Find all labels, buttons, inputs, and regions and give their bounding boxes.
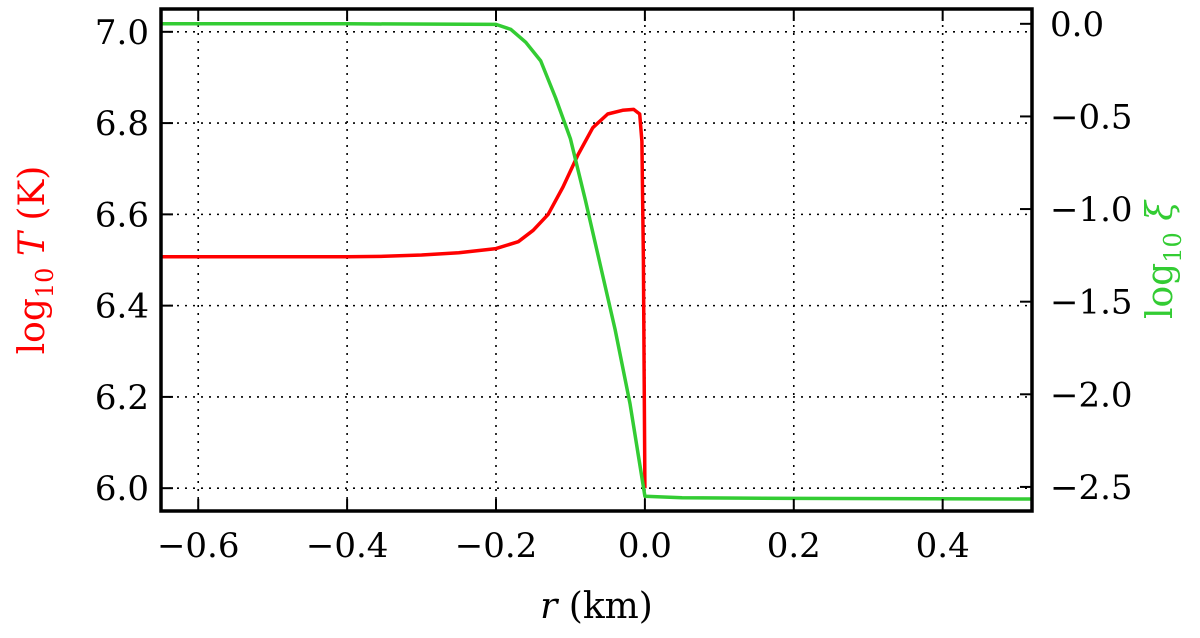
y-right-tick-label: −2.0 <box>1050 375 1133 415</box>
y-left-tick-label: 7.0 <box>95 13 149 53</box>
y-left-tick-label: 6.0 <box>95 469 149 509</box>
series-layer <box>161 22 1033 501</box>
x-tick-label: −0.6 <box>157 526 240 566</box>
plot-frame <box>159 7 1034 513</box>
y-axis-right-label: log10 ξ <box>1140 199 1187 319</box>
ticks <box>161 9 1032 511</box>
y-axis-left-label: log10 T (K) <box>12 166 59 355</box>
y-right-tick-label: 0.0 <box>1050 5 1104 45</box>
x-axis-label: r (km) <box>540 586 653 627</box>
y-right-tick-label: −0.5 <box>1050 97 1133 137</box>
x-tick-label: −0.2 <box>455 526 538 566</box>
grid <box>161 9 1032 511</box>
x-tick-label: −0.4 <box>306 526 389 566</box>
xi-series-line <box>161 22 1033 501</box>
y-left-tick-label: 6.8 <box>95 104 149 144</box>
temperature-series-line <box>161 107 647 489</box>
x-tick-label: 0.4 <box>916 526 970 566</box>
tick-labels: −0.6 −0.4 −0.2 0.0 0.2 0.4 6.0 6.2 6.4 6.6 6.8 7.0 0… <box>95 5 1133 566</box>
x-tick-label: 0.2 <box>767 526 821 566</box>
y-left-tick-label: 6.2 <box>95 378 149 418</box>
y-right-tick-label: −1.5 <box>1050 283 1133 323</box>
y-left-tick-label: 6.6 <box>95 195 149 235</box>
x-tick-label: 0.0 <box>618 526 672 566</box>
y-right-tick-label: −2.5 <box>1050 468 1133 508</box>
y-right-tick-label: −1.0 <box>1050 190 1133 230</box>
y-left-tick-label: 6.4 <box>95 287 149 327</box>
